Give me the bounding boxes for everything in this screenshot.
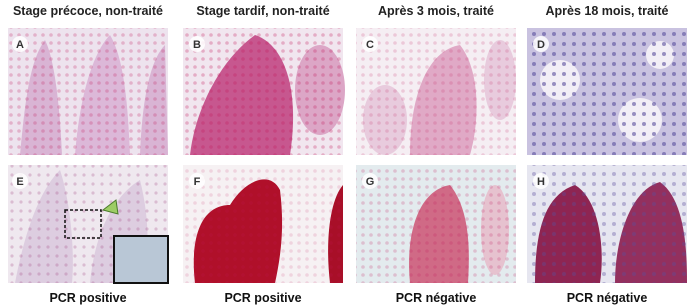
panel-image (527, 165, 687, 283)
column-header: Après 3 mois, traité (378, 4, 494, 18)
panel-label: F (194, 176, 201, 188)
panel-label: H (537, 176, 545, 188)
panel-letters: A B C D E F G H (12, 36, 549, 189)
column-header: Stage précoce, non-traité (13, 4, 163, 18)
column-footer: PCR positive (224, 291, 301, 305)
column-header: Stage tardif, non-traité (196, 4, 329, 18)
panel-label: B (193, 39, 201, 51)
panel-image (356, 28, 516, 155)
panel-label: C (366, 39, 374, 51)
panel-image (183, 165, 343, 283)
panel-label: A (16, 39, 24, 51)
panel-image (8, 165, 169, 284)
panel-image (356, 165, 516, 283)
panel-image (527, 28, 687, 155)
column-footer: PCR négative (396, 291, 477, 305)
panel-label: D (537, 39, 545, 51)
column-footer: PCR positive (49, 291, 126, 305)
panel-image (8, 28, 168, 155)
column-footer: PCR négative (567, 291, 648, 305)
column-header: Après 18 mois, traité (546, 4, 669, 18)
panel-label: E (16, 176, 23, 188)
panel-image (183, 28, 345, 155)
panel-label: G (366, 176, 375, 188)
